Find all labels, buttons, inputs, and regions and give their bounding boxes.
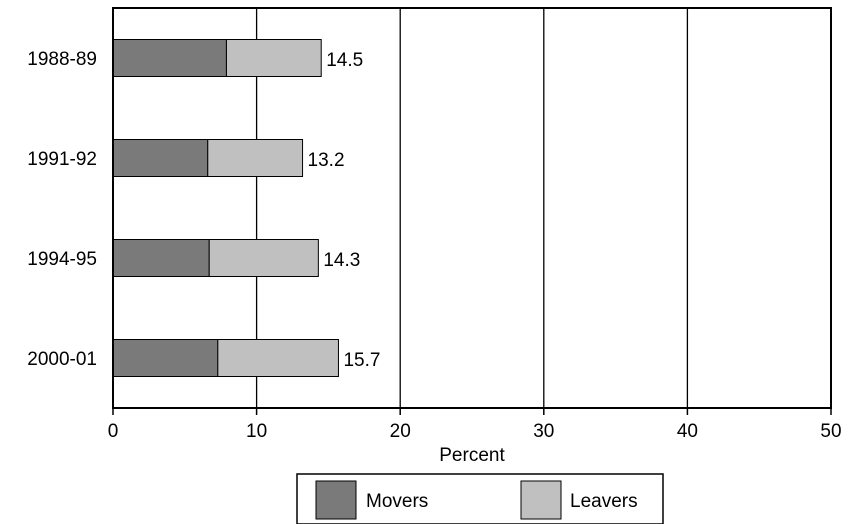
legend-box bbox=[296, 473, 664, 524]
x-tick-label-1: 10 bbox=[246, 421, 267, 442]
bar-movers-1994-95 bbox=[112, 239, 210, 277]
x-axis-title: Percent bbox=[439, 445, 505, 466]
category-label-1988-89: 1988-89 bbox=[27, 49, 97, 70]
category-label-1994-95: 1994-95 bbox=[27, 249, 97, 270]
legend-label-movers: Movers bbox=[366, 491, 428, 512]
bars bbox=[112, 39, 339, 377]
legend: Movers Leavers bbox=[296, 473, 664, 524]
data-labels: 14.5 13.2 14.3 15.7 bbox=[308, 50, 381, 371]
total-label-1994-95: 14.3 bbox=[323, 250, 360, 271]
bar-leavers-1988-89 bbox=[225, 39, 322, 77]
category-labels: 1988-89 1991-92 1994-95 2000-01 bbox=[27, 49, 97, 370]
x-tick-label-3: 30 bbox=[533, 421, 554, 442]
x-tick-label-2: 20 bbox=[390, 421, 411, 442]
legend-swatch-movers bbox=[315, 480, 357, 520]
category-label-2000-01: 2000-01 bbox=[27, 349, 97, 370]
bar-leavers-1994-95 bbox=[208, 239, 319, 277]
bar-leavers-2000-01 bbox=[217, 339, 339, 377]
plot-frame bbox=[112, 7, 832, 409]
category-label-1991-92: 1991-92 bbox=[27, 149, 97, 170]
legend-label-leavers: Leavers bbox=[570, 491, 638, 512]
x-ticks: 0 10 20 30 40 50 bbox=[108, 408, 842, 442]
x-tick-label-5: 50 bbox=[820, 421, 841, 442]
bar-movers-1988-89 bbox=[112, 39, 227, 77]
total-label-1988-89: 14.5 bbox=[326, 50, 363, 71]
bar-movers-2000-01 bbox=[112, 339, 219, 377]
total-label-2000-01: 15.7 bbox=[343, 350, 380, 371]
x-tick-label-0: 0 bbox=[108, 421, 119, 442]
x-tick-label-4: 40 bbox=[677, 421, 698, 442]
legend-swatch-leavers bbox=[520, 480, 562, 520]
bar-movers-1991-92 bbox=[112, 139, 209, 177]
total-label-1991-92: 13.2 bbox=[308, 150, 345, 171]
bar-leavers-1991-92 bbox=[207, 139, 304, 177]
